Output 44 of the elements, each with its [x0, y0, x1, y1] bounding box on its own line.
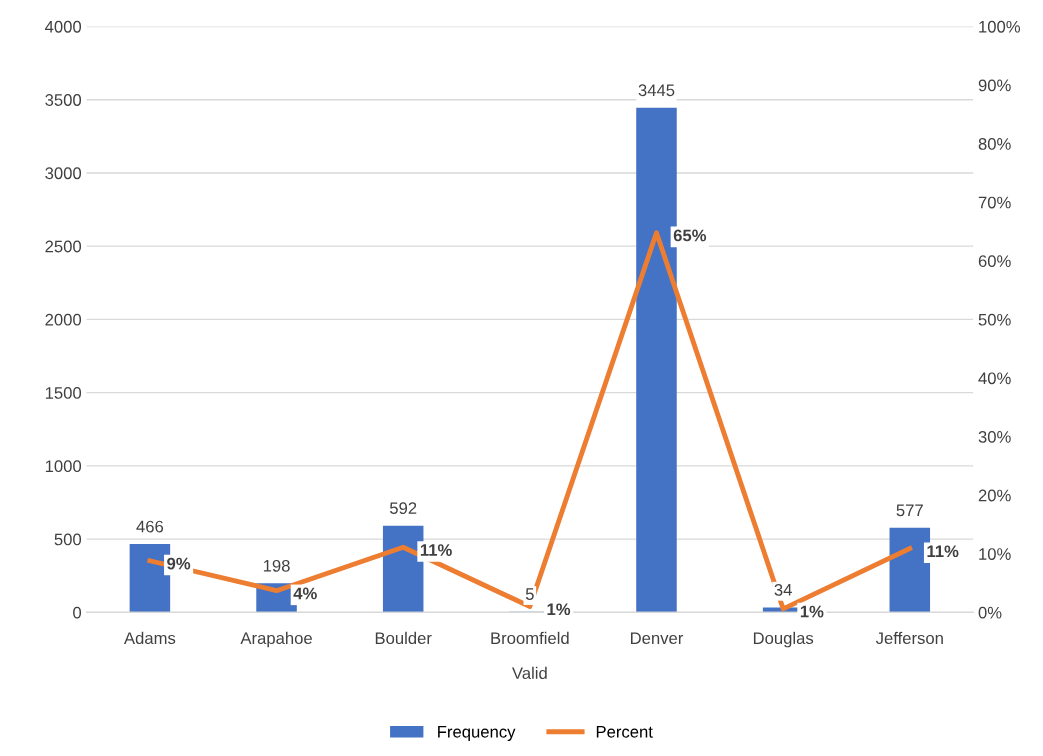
y2-tick-label: 80% — [978, 138, 1011, 150]
y-tick-label: 3500 — [45, 94, 82, 106]
data-label: 1% — [800, 605, 824, 618]
data-label: 592 — [389, 502, 417, 515]
data-label: 4% — [293, 587, 317, 600]
y-tick-label: 1500 — [45, 387, 82, 399]
y-tick-label: 3000 — [45, 167, 82, 180]
data-label: 3445 — [638, 84, 675, 97]
x-tick-label: Denver — [631, 632, 684, 645]
data-label: 1% — [547, 603, 571, 616]
data-label: 5 — [525, 588, 534, 600]
legend-label: Frequency — [438, 726, 516, 741]
y2-tick-label: 10% — [979, 548, 1011, 560]
y2-tick-label: 60% — [978, 255, 1011, 268]
y-tick-label: 500 — [54, 533, 82, 546]
y2-tick-label: 70% — [978, 196, 1011, 209]
data-label: 577 — [896, 504, 923, 517]
y-tick-label: 2500 — [45, 240, 82, 253]
x-tick-label: Douglas — [753, 631, 814, 648]
x-tick-label: Adams — [123, 631, 176, 645]
legend-label: Percent — [596, 726, 653, 738]
data-label: 11% — [420, 544, 452, 556]
data-label: 466 — [136, 520, 164, 533]
y2-tick-label: 90% — [978, 79, 1011, 92]
data-label: 34 — [774, 583, 792, 596]
y-tick-label: 2000 — [45, 313, 82, 326]
y2-tick-label: 30% — [978, 430, 1011, 443]
y-tick-label: 1000 — [45, 460, 82, 473]
y2-tick-label: 100% — [979, 20, 1021, 33]
data-label: 11% — [927, 545, 959, 558]
y-tick-label: 0 — [73, 606, 82, 619]
x-tick-label: Boulder — [375, 631, 432, 645]
x-tick-label: Jefferson — [875, 631, 943, 645]
y-tick-label: 4000 — [45, 20, 82, 33]
x-tick-label: Arapahoe — [240, 631, 312, 648]
x-axis-title: Valid — [512, 666, 547, 680]
data-label: 65% — [673, 229, 707, 242]
y2-tick-label: 0% — [978, 606, 1002, 619]
data-label: 198 — [263, 559, 290, 572]
x-tick-label: Broomfield — [491, 631, 569, 645]
y2-tick-label: 50% — [978, 313, 1011, 326]
y2-tick-label: 20% — [978, 489, 1011, 502]
y2-tick-label: 40% — [978, 372, 1011, 385]
data-label: 9% — [167, 557, 191, 570]
